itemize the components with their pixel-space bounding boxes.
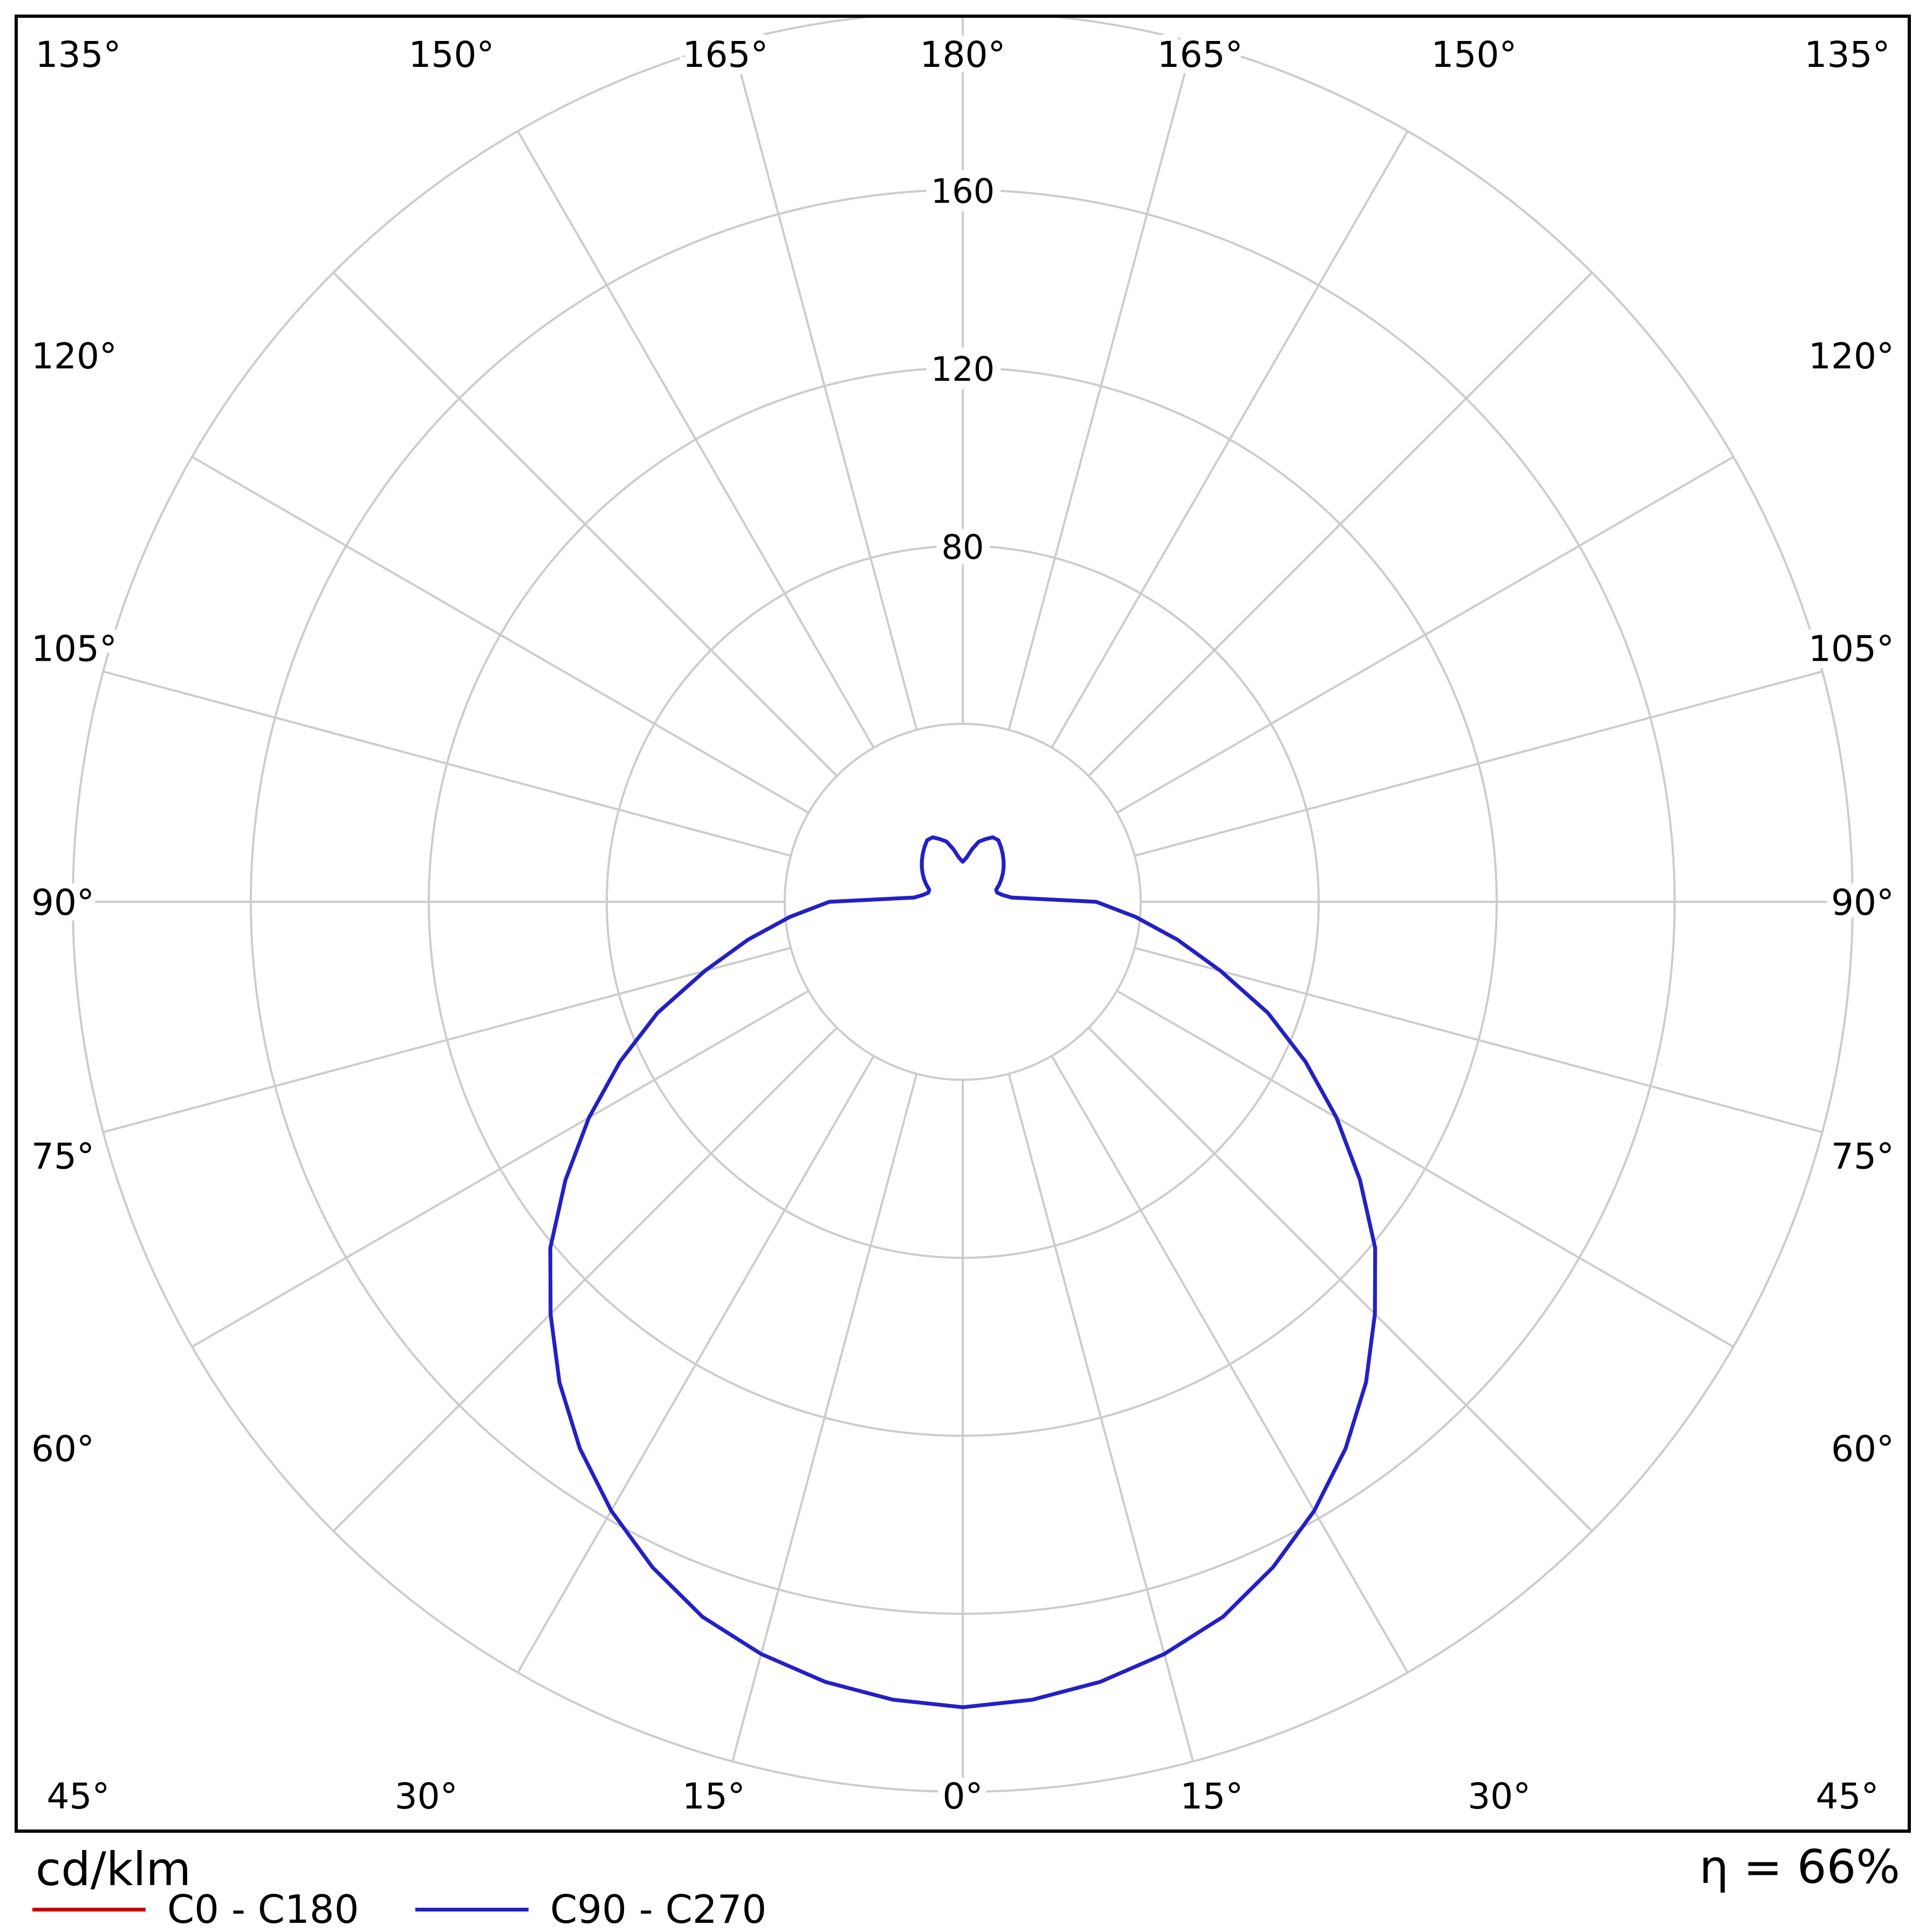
- angle-label-30-left: 30°: [395, 1776, 458, 1817]
- grid-spoke-315: [332, 1026, 838, 1532]
- legend-label-c90-c270: C90 - C270: [550, 1887, 767, 1932]
- legend-label-c0-c180: C0 - C180: [167, 1887, 359, 1932]
- angle-label-135-right: 135°: [1805, 34, 1890, 76]
- angle-label-15-right: 15°: [1180, 1776, 1243, 1817]
- angle-label-45-right: 45°: [1816, 1776, 1879, 1817]
- angle-label-105-right: 105°: [1808, 628, 1894, 670]
- unit-label: cd/klm: [36, 1842, 191, 1896]
- grid-spoke-195: [731, 42, 918, 730]
- angle-label-0-right: 0°: [943, 1776, 983, 1817]
- angle-label-150-right: 150°: [1431, 34, 1517, 76]
- angle-label-90-left: 90°: [31, 882, 94, 923]
- grid-spoke-150: [1051, 131, 1409, 749]
- legend-line-c0-c180-icon: [32, 1907, 146, 1912]
- angle-label-150-left: 150°: [408, 34, 494, 76]
- angle-label-75-right: 75°: [1831, 1135, 1894, 1177]
- angle-label-120-left: 120°: [31, 335, 117, 377]
- angle-label-165-right: 165°: [1157, 34, 1243, 76]
- radial-label-120: 120: [931, 350, 995, 389]
- angle-label-60-right: 60°: [1831, 1428, 1894, 1470]
- angle-label-180-right: 180°: [920, 34, 1006, 76]
- legend-item-c0-c180: C0 - C180: [32, 1887, 359, 1932]
- angle-label-135-left: 135°: [36, 34, 121, 76]
- grid-spoke-60: [1116, 990, 1734, 1348]
- grid-spoke-300: [191, 990, 810, 1348]
- angle-label-15-left: 15°: [682, 1776, 745, 1817]
- grid-spoke-45: [1087, 1026, 1593, 1532]
- grid-spoke-255: [102, 670, 791, 857]
- radial-label-80: 80: [942, 527, 984, 567]
- curve-c90-c270: [548, 835, 1377, 1709]
- grid-spoke-135: [1087, 271, 1593, 777]
- radial-labels: 80 120 160: [923, 163, 1003, 575]
- plot-frame-border: [15, 15, 1911, 1833]
- legend-line-c90-c270-icon: [415, 1907, 529, 1912]
- angle-label-105-left: 105°: [31, 628, 117, 670]
- grid-spoke-240: [191, 456, 810, 814]
- angle-label-120-right: 120°: [1808, 335, 1894, 377]
- grid-spoke-165: [1007, 42, 1194, 730]
- chart-footer: cd/klm η = 66% C0 - C180 C90 - C270: [0, 1833, 1926, 1932]
- polar-chart: 0° 15° 15° 30° 30° 45° 45° 60° 60° 75° 75° 90° 90° 10…: [15, 15, 1911, 1833]
- grid-spoke-285: [102, 947, 791, 1133]
- grid-spoke-225: [332, 271, 838, 777]
- grid-spoke-345: [731, 1073, 918, 1762]
- grid-spoke-120: [1116, 456, 1734, 814]
- polar-grid: [72, 18, 1854, 1793]
- efficiency-label: η = 66%: [1699, 1840, 1900, 1894]
- legend-item-c90-c270: C90 - C270: [415, 1887, 767, 1932]
- grid-spoke-105: [1134, 670, 1823, 857]
- radial-label-160: 160: [931, 172, 995, 211]
- angle-label-90-right: 90°: [1831, 882, 1894, 923]
- grid-spoke-15: [1007, 1073, 1194, 1762]
- angle-label-165-left: 165°: [683, 34, 769, 76]
- grid-spoke-30: [1051, 1055, 1409, 1673]
- angle-label-60-left: 60°: [31, 1428, 94, 1470]
- angle-label-45-left: 45°: [47, 1776, 110, 1817]
- angle-label-30-right: 30°: [1468, 1776, 1531, 1817]
- angle-label-75-left: 75°: [31, 1135, 94, 1177]
- angle-labels: 0° 15° 15° 30° 30° 45° 45° 60° 60° 75° 75° 90° 90° 10…: [24, 27, 1901, 1824]
- grid-spoke-330: [517, 1055, 875, 1673]
- grid-spoke-210: [517, 131, 875, 749]
- grid-spoke-75: [1134, 947, 1823, 1133]
